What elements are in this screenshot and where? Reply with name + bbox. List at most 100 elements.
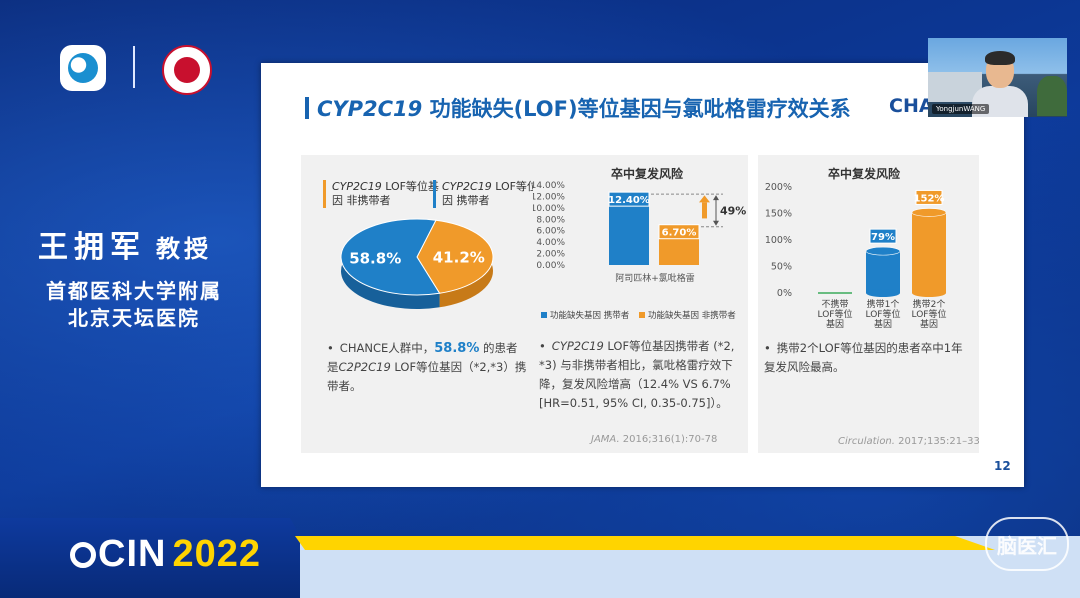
x-category-label: 携带2个 [913, 298, 946, 310]
y-tick-label: 0.00% [536, 261, 565, 271]
banner-o-icon [70, 542, 96, 568]
conference-logo [60, 45, 106, 91]
webcam-tree [1037, 76, 1067, 116]
y-tick-label: 50% [771, 262, 792, 273]
y-tick-label: 10.00% [533, 204, 565, 214]
logo-divider [133, 46, 135, 88]
x-category-label: LOF等位 [866, 308, 901, 320]
y-tick-label: 4.00% [536, 238, 565, 248]
slide-title: CYP2C19 功能缺失(LOF)等位基因与氯吡格雷疗效关系 [305, 93, 851, 123]
x-category-label: 不携带 [821, 298, 848, 310]
pie-chart: 41.2% 58.8% [340, 218, 494, 309]
x-category-label: LOF等位 [818, 308, 853, 320]
banner-dark [0, 518, 335, 598]
citation-jama-journal: JAMA. [591, 434, 620, 445]
legend-label: 功能缺失基因 携带者 [550, 310, 630, 321]
bullet-pie-t2: 的患者是 [327, 341, 518, 374]
bar-label-box [608, 191, 650, 207]
pie-slice [416, 219, 494, 294]
webcam-participant-label: YongjunWANG [932, 104, 990, 114]
bar-label-box [658, 224, 700, 240]
legend-noncarrier-gene: CYP2C19 [332, 180, 382, 193]
bar-value-label: 79% [871, 232, 895, 243]
banner-year: 2022 [172, 533, 261, 575]
banner-name: CIN [98, 533, 167, 575]
bar-bottom [866, 289, 900, 297]
panel-bar-1: 卒中复发风险 14.00% 12.00% 10.00% 8.00% 6.00% 4.00%… [533, 155, 748, 453]
bullet-pie-t3: LOF等位基因（*2,*3）携带者。 [327, 360, 527, 393]
legend-noncarrier-text: LOF等位基因 非携带者 [332, 180, 439, 207]
bullet-bar2-text: 携带2个LOF等位基因的患者卒中1年复发风险最高。 [764, 341, 963, 374]
legend-swatch [541, 312, 547, 318]
presentation-slide: CYP2C19 功能缺失(LOF)等位基因与氯吡格雷疗效关系 CHANCE CY… [261, 63, 1024, 487]
bar-value-label: 12.40% [608, 195, 650, 206]
bullet-bar1-text: LOF等位基因携带者 (*2, *3) 与非携带者相比，氯吡格雷疗效下降，复发风… [539, 339, 735, 410]
speaker-affiliation-2: 北京天坛医院 [68, 306, 200, 330]
webcam-tile[interactable]: YongjunWANG [928, 38, 1067, 117]
bullet-pie-t1: CHANCE人群中， [339, 341, 435, 355]
y-tick-label: 2.00% [536, 250, 565, 260]
conference-logo-mark [68, 53, 98, 83]
x-category-label: 基因 [874, 318, 892, 330]
hospital-logo-mark [174, 57, 200, 83]
pie-slice-label: 58.8% [349, 250, 401, 268]
bar-top [865, 246, 901, 256]
bullet-dot: • [539, 339, 546, 353]
bullet-dot: • [764, 341, 771, 355]
x-category-label: 基因 [826, 318, 844, 330]
bar-chart-1: 14.00%12.00% 10.00%8.00% 6.00%4.00% 2.00%0.… [533, 181, 746, 321]
bar-chart-2: 200%150%100%50%0%不携带LOF等位基因79%携带1个LOF等位基… [765, 182, 947, 330]
citation-circulation: Circulation. 2017;135:21–33 [838, 436, 980, 447]
bullet-pie-gene: C2P2C19 [338, 360, 391, 374]
hospital-logo [162, 45, 212, 95]
citation-jama: JAMA. 2016;316(1):70-78 [591, 434, 717, 445]
slide-title-text: 功能缺失(LOF)等位基因与氯吡格雷疗效关系 [422, 97, 851, 121]
bullet-dot: • [327, 341, 334, 355]
slide-title-gene: CYP2C19 [317, 97, 423, 121]
banner-accent [295, 536, 995, 550]
y-tick-label: 150% [765, 209, 792, 220]
x-category-label: 阿司匹林+氯吡格雷 [615, 272, 695, 284]
y-tick-label: 14.00% [533, 181, 565, 191]
bar-label-box [869, 228, 897, 244]
speaker-affiliation-1: 首都医科大学附属 [46, 279, 222, 303]
bullet-bar2: • 携带2个LOF等位基因的患者卒中1年复发风险最高。 [764, 339, 972, 377]
annotation-label: 49% [720, 204, 746, 217]
citation-circulation-rest: 2017;135:21–33 [894, 436, 980, 447]
bar-top [911, 208, 947, 217]
panel-bar-2: 卒中复发风险 200% 150% 100% 50% 0% 不携带 LOF等位 基因 79% 携带1… [758, 155, 980, 453]
annotation-up-arrow [702, 202, 707, 219]
conference-banner-title: CIN 2022 [70, 533, 261, 576]
legend-swatch [639, 312, 645, 318]
bar [866, 251, 900, 293]
bar [912, 212, 946, 293]
y-tick-label: 6.00% [536, 227, 565, 237]
legend-carrier-gene: CYP2C19 [442, 180, 492, 193]
title-bar [305, 97, 309, 119]
bullet-bar1: • CYP2C19 LOF等位基因携带者 (*2, *3) 与非携带者相比，氯吡格… [539, 337, 745, 413]
x-category-label: LOF等位 [912, 308, 947, 320]
y-tick-label: 200% [765, 182, 792, 193]
page-number: 12 [994, 459, 1011, 473]
citation-circulation-journal: Circulation. [838, 436, 895, 447]
annotation-arrow-head [713, 195, 719, 201]
y-tick-label: 100% [765, 235, 792, 246]
chart2-title: 卒中复发风险 [828, 167, 901, 181]
webcam-person-hair [985, 51, 1015, 65]
annotation-up-arrow-head [699, 195, 710, 203]
speaker-name-text: 王拥军 [38, 230, 146, 265]
bar-value-label: 6.70% [662, 228, 697, 239]
y-tick-label: 8.00% [536, 215, 565, 225]
bullet-bar1-gene: CYP2C19 [551, 339, 604, 353]
annotation-arrow-head [713, 220, 719, 226]
citation-jama-rest: 2016;316(1):70-78 [619, 434, 718, 445]
x-category-label: 基因 [920, 318, 938, 330]
bar-bottom [912, 289, 946, 297]
legend-carrier: CYP2C19 LOF等位基因 携带者 [433, 180, 552, 208]
panel-pie: CYP2C19 LOF等位基因 非携带者 CYP2C19 LOF等位基因 携带者… [301, 155, 549, 453]
pie-slice-label: 41.2% [433, 248, 485, 266]
bullet-pie: • CHANCE人群中，58.8% 的患者是C2P2C19 LOF等位基因（*2,… [327, 339, 527, 396]
pie-slice [340, 218, 441, 296]
legend-noncarrier: CYP2C19 LOF等位基因 非携带者 [323, 180, 442, 208]
bar-value-label: 152% [914, 193, 945, 204]
